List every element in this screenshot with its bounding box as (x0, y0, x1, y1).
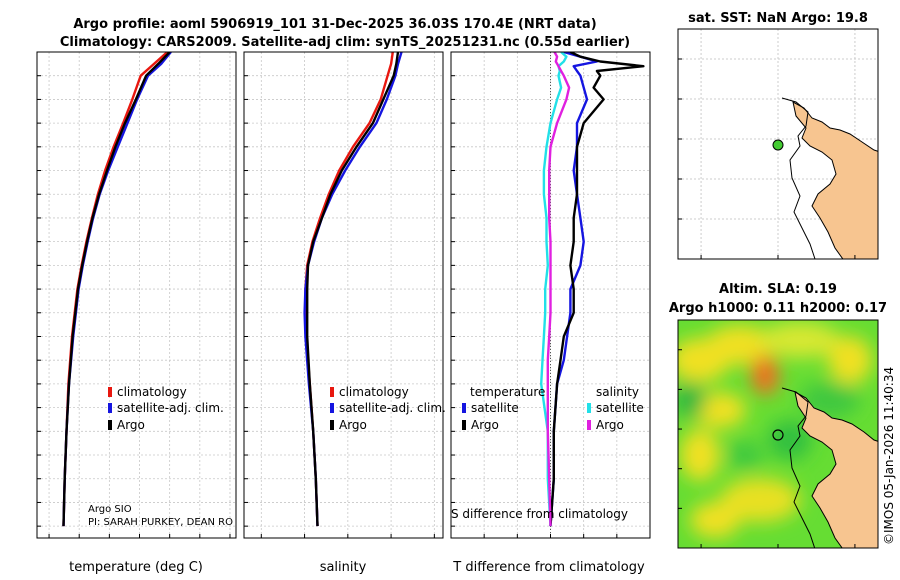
sst-map-isobath (781, 97, 816, 259)
footer-pi: PI: SARAH PURKEY, DEAN RO (88, 517, 233, 528)
sla-map: Altim. SLA: 0.19 Argo h1000: 0.11 h2000:… (669, 282, 887, 549)
sst-map: sat. SST: NaN Argo: 19.8 (677, 11, 879, 260)
difference-legend-sal-satellite: satellite (596, 401, 644, 415)
figure-title-line1: Argo profile: aoml 5906919_101 31-Dec-20… (73, 17, 596, 32)
sla-map-field (678, 322, 872, 538)
difference-axis-label: T difference from climatology (452, 560, 645, 575)
salinity-legend-satellite: satellite-adj. clim. (339, 401, 446, 415)
imos-watermark: ©IMOS 05-Jan-2026 11:40:34 (882, 367, 896, 545)
difference-legend-temp-satellite: satellite (471, 401, 519, 415)
series-line-D-1 (549, 52, 645, 527)
sst-map-float-marker (772, 139, 784, 151)
series-line-T-2 (62, 52, 171, 527)
figure-title-line2: Climatology: CARS2009. Satellite-adj cli… (60, 35, 630, 50)
difference-legend-salinity-title: salinity (596, 385, 639, 399)
difference-legend: temperature satellite Argo salinity sate… (462, 385, 644, 432)
difference-panel: T difference from climatology S differen… (450, 51, 651, 575)
sla-map-isobath (781, 387, 816, 548)
sla-map-land (794, 391, 878, 548)
sla-map-title-line1: Altim. SLA: 0.19 (719, 282, 837, 297)
salinity-panel: salinity climatology satellite-adj. clim… (243, 51, 446, 575)
salinity-axis-label: salinity (320, 560, 367, 575)
temperature-legend: climatology satellite-adj. clim. Argo (108, 385, 224, 432)
footer-org: Argo SIO (88, 504, 132, 515)
temperature-legend-satellite: satellite-adj. clim. (117, 401, 224, 415)
series-line-D-3 (546, 52, 571, 527)
salinity-legend-climatology: climatology (339, 385, 409, 399)
salinity-legend-argo: Argo (339, 418, 367, 432)
sla-map-float-marker (772, 429, 784, 441)
difference-legend-sal-argo: Argo (596, 418, 624, 432)
temperature-panel: temperature (deg C) climatology satellit… (36, 51, 237, 575)
difference-top-axis-label: S difference from climatology (451, 507, 628, 521)
sst-map-land (792, 101, 878, 259)
difference-legend-temp-argo: Argo (471, 418, 499, 432)
sla-map-title-line2: Argo h1000: 0.11 h2000: 0.17 (669, 301, 887, 316)
difference-legend-temperature-title: temperature (470, 385, 545, 399)
temperature-axis-label: temperature (deg C) (69, 560, 203, 575)
series-line-S-2 (306, 52, 400, 527)
temperature-legend-argo: Argo (117, 418, 145, 432)
temperature-legend-climatology: climatology (117, 385, 187, 399)
sst-map-title: sat. SST: NaN Argo: 19.8 (688, 11, 868, 26)
salinity-legend: climatology satellite-adj. clim. Argo (330, 385, 446, 432)
